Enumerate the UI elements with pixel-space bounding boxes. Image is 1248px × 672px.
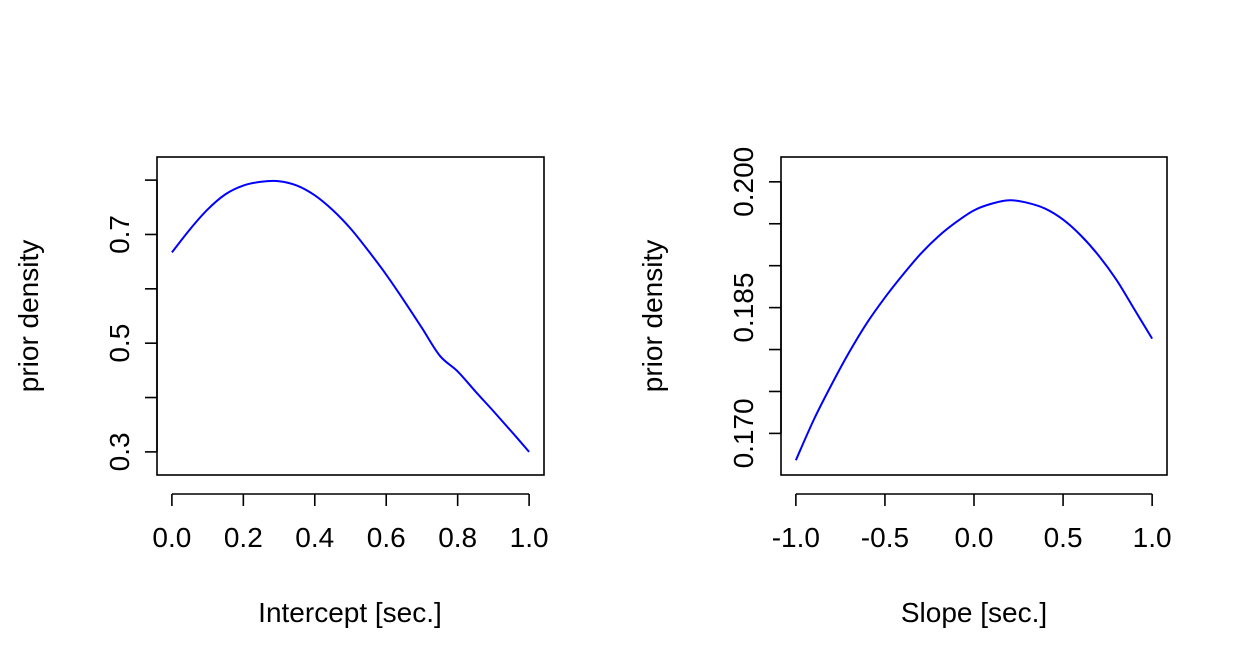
intercept-x-tick-label: 0.2 bbox=[224, 522, 263, 553]
slope-x-tick-label: 1.0 bbox=[1133, 522, 1172, 553]
intercept-plot-frame bbox=[156, 156, 545, 476]
slope-plot-frame bbox=[780, 156, 1168, 476]
intercept-y-tick-label: 0.5 bbox=[104, 324, 135, 363]
slope-density-curve bbox=[794, 199, 1153, 461]
slope-y-tick-label: 0.185 bbox=[728, 273, 759, 343]
slope-x-tick-label: -1.0 bbox=[772, 522, 820, 553]
intercept-density-curve bbox=[171, 179, 530, 453]
intercept-x-ticks: 0.0 0.2 0.4 0.6 0.8 1.0 bbox=[152, 494, 549, 553]
slope-x-axis-title: Slope [sec.] bbox=[901, 597, 1047, 628]
slope-y-tick-label: 0.170 bbox=[728, 398, 759, 468]
intercept-x-tick-label: 0.6 bbox=[367, 522, 406, 553]
slope-x-tick-label: 0.5 bbox=[1044, 522, 1083, 553]
intercept-y-tick-label: 0.3 bbox=[104, 432, 135, 471]
slope-y-tick-label: 0.200 bbox=[728, 147, 759, 217]
intercept-panel: 0.0 0.2 0.4 0.6 0.8 1.0 0.3 0.5 0.7 Intercept [… bbox=[13, 156, 549, 628]
slope-x-ticks: -1.0 -0.5 0.0 0.5 1.0 bbox=[772, 494, 1172, 553]
slope-y-ticks: 0.170 0.185 0.200 bbox=[728, 147, 781, 468]
intercept-y-axis-title: prior density bbox=[13, 240, 44, 393]
slope-y-axis-title: prior density bbox=[637, 240, 668, 393]
slope-panel: -1.0 -0.5 0.0 0.5 1.0 0.170 0.185 0.200 Slope … bbox=[637, 147, 1172, 628]
slope-x-tick-label: -0.5 bbox=[861, 522, 909, 553]
intercept-x-tick-label: 0.4 bbox=[295, 522, 334, 553]
intercept-x-axis-title: Intercept [sec.] bbox=[258, 597, 442, 628]
slope-x-tick-label: 0.0 bbox=[955, 522, 994, 553]
intercept-x-tick-label: 0.0 bbox=[152, 522, 191, 553]
intercept-y-tick-label: 0.7 bbox=[104, 215, 135, 254]
intercept-x-tick-label: 0.8 bbox=[438, 522, 477, 553]
intercept-x-tick-label: 1.0 bbox=[510, 522, 549, 553]
intercept-y-ticks: 0.3 0.5 0.7 bbox=[104, 179, 157, 471]
